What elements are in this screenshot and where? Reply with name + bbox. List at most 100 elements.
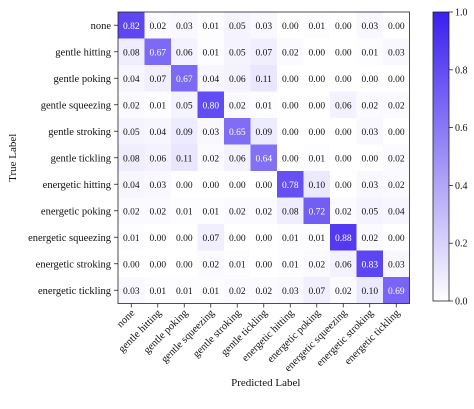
cell-value-label: 0.01 (176, 207, 193, 217)
cell-value-label: 0.00 (308, 48, 325, 58)
heatmap-cell (224, 12, 251, 39)
cell-value-label: 0.04 (202, 75, 219, 85)
colorbar-tick-label: 1.0 (455, 8, 468, 19)
heatmap-cell (118, 91, 145, 118)
heatmap-cell (330, 118, 357, 145)
cell-value-label: 0.00 (335, 181, 352, 191)
heatmap-cell (250, 224, 277, 251)
heatmap-cell (250, 65, 277, 92)
cell-value-label: 0.05 (176, 101, 193, 111)
cell-value-label: 0.82 (123, 22, 140, 32)
heatmap-cell (330, 144, 357, 171)
cell-value-label: 0.05 (361, 207, 378, 217)
cell-value-label: 0.03 (123, 287, 140, 297)
heatmap-cell (277, 277, 304, 304)
cell-value-label: 0.00 (388, 22, 405, 32)
cell-value-label: 0.00 (361, 75, 378, 85)
cell-value-label: 0.00 (335, 48, 352, 58)
heatmap-cell (383, 65, 410, 92)
heatmap-cell (197, 118, 224, 145)
cell-value-label: 0.01 (282, 234, 299, 244)
heatmap-cell (250, 91, 277, 118)
cell-value-label: 0.03 (149, 181, 166, 191)
heatmap-cell (224, 224, 251, 251)
cell-value-label: 0.07 (202, 234, 219, 244)
cell-value-label: 0.01 (202, 48, 219, 58)
y-axis-tick-labels: none gentle hitting gentle poking gentle sq… (28, 21, 118, 297)
heatmap-cell (118, 171, 145, 198)
cell-value-label: 0.02 (255, 207, 272, 217)
heatmap-cell (383, 250, 410, 277)
cell-value-label: 0.00 (388, 234, 405, 244)
heatmap-cell (144, 171, 171, 198)
heatmap-cell (224, 144, 251, 171)
cell-value-label: 0.01 (149, 287, 166, 297)
heatmap-cell (171, 144, 198, 171)
heatmap-cell (118, 224, 145, 251)
cell-value-label: 0.00 (176, 234, 193, 244)
y-tick-label: energetic squeezing (28, 233, 112, 244)
heatmap-cell (356, 277, 383, 304)
heatmap-cell (303, 91, 330, 118)
colorbar-tick-label: 0.8 (455, 65, 468, 76)
y-tick-label: gentle hitting (55, 47, 111, 58)
cell-value-label: 0.02 (123, 207, 140, 217)
cell-value-label: 0.03 (176, 22, 193, 32)
heatmap-cell (250, 171, 277, 198)
y-tick-label: gentle squeezing (41, 100, 112, 111)
cell-value-label: 0.09 (176, 128, 193, 138)
cell-value-label: 0.00 (282, 22, 299, 32)
heatmap-cell (330, 38, 357, 65)
y-tick-label: gentle stroking (48, 127, 111, 138)
cell-value-label: 0.00 (388, 128, 405, 138)
heatmap-cell (383, 12, 410, 39)
cell-value-label: 0.00 (255, 234, 272, 244)
cell-value-label: 0.80 (202, 101, 219, 111)
cell-value-label: 0.00 (388, 75, 405, 85)
cell-value-label: 0.03 (202, 128, 219, 138)
heatmap-cell (277, 12, 304, 39)
heatmap-cell (144, 65, 171, 92)
cell-value-label: 0.00 (202, 181, 219, 191)
heatmap-cell (118, 118, 145, 145)
cell-value-label: 0.06 (335, 260, 352, 270)
cell-value-label: 0.00 (229, 234, 246, 244)
heatmap-cell (171, 250, 198, 277)
heatmap-cell (224, 171, 251, 198)
heatmap-cell (171, 38, 198, 65)
heatmap-cell (224, 38, 251, 65)
x-axis-title: Predicted Label (231, 377, 300, 389)
heatmap-cell (277, 91, 304, 118)
heatmap-cell (383, 171, 410, 198)
cell-value-label: 0.67 (176, 75, 193, 85)
cell-value-label: 0.00 (335, 154, 352, 164)
cell-value-label: 0.88 (335, 234, 352, 244)
cell-value-label: 0.00 (335, 22, 352, 32)
heatmap-cell (144, 118, 171, 145)
heatmap-cell (197, 171, 224, 198)
cell-value-label: 0.69 (388, 287, 405, 297)
heatmap-cell (330, 171, 357, 198)
x-tick-label: none (115, 308, 137, 330)
heatmap-cell (250, 197, 277, 224)
cell-value-label: 0.02 (229, 207, 246, 217)
heatmap-cell (303, 197, 330, 224)
cell-value-label: 0.09 (255, 128, 272, 138)
cell-value-label: 0.02 (229, 101, 246, 111)
heatmap-cell (277, 224, 304, 251)
heatmap-cell (224, 65, 251, 92)
heatmap-cell (356, 250, 383, 277)
heatmap-cell (330, 65, 357, 92)
cell-value-label: 0.03 (361, 181, 378, 191)
heatmap-cell (330, 277, 357, 304)
cell-value-label: 0.00 (229, 181, 246, 191)
cell-value-label: 0.02 (361, 234, 378, 244)
cell-value-label: 0.01 (282, 260, 299, 270)
heatmap-cell (330, 91, 357, 118)
heatmap-cell (303, 277, 330, 304)
cell-value-label: 0.02 (308, 260, 325, 270)
heatmap-cell (118, 250, 145, 277)
cell-value-label: 0.05 (123, 128, 140, 138)
cell-value-label: 0.00 (176, 260, 193, 270)
